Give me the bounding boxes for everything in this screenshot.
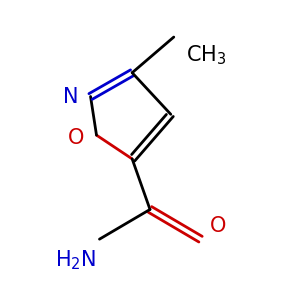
Text: H$_2$N: H$_2$N: [55, 248, 97, 272]
Text: CH$_3$: CH$_3$: [186, 43, 226, 67]
Text: O: O: [68, 128, 85, 148]
Text: O: O: [209, 216, 226, 236]
Text: N: N: [63, 86, 79, 106]
